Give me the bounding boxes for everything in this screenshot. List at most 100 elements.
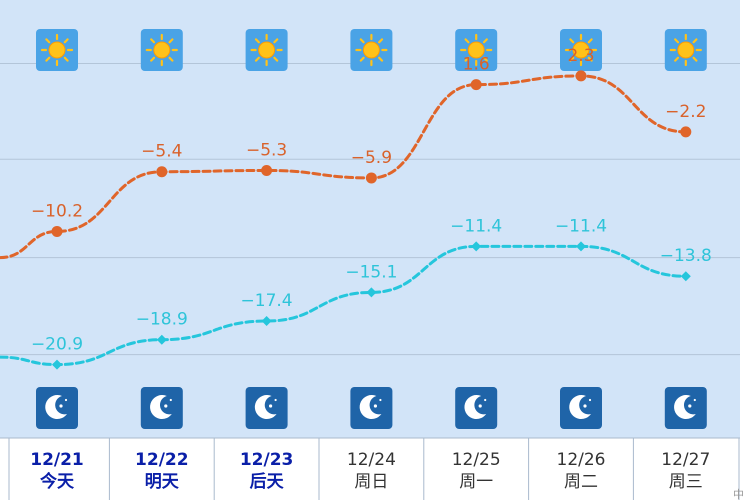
sun-ray [692,38,698,44]
moon-icon [455,387,498,429]
sun-ray [254,38,260,44]
sun-disc [467,41,485,59]
sun-ray [482,56,488,62]
star [64,398,68,402]
sun-ray [569,38,575,44]
sunny-icon [36,29,78,71]
date-label: 12/25 [452,450,501,470]
sunny-icon [140,29,183,71]
sun-ray [464,38,470,44]
low-data-label: −11.4 [450,216,502,236]
moon-icon [560,387,602,429]
star [588,398,592,402]
sun-ray [378,38,384,44]
star [484,398,487,402]
weekday-label: 周三 [669,472,703,492]
high-data-label: 1.6 [463,55,490,75]
crescent-moon [674,395,696,420]
sun-ray [464,56,470,62]
weekday-label: 明天 [145,472,180,492]
high-data-label: −2.2 [665,102,706,122]
sun-ray [482,38,488,44]
crescent-moon [254,395,277,420]
moon-icon-background [560,387,602,429]
sun-disc [153,41,171,59]
crescent-moon [569,395,591,420]
moon-icon-background [664,387,707,429]
high-point [51,225,63,237]
data-labels: −10.2 −5.4 −5.3 −5.9 1.6 2.3 −2.2 −20.9 −18.9 −17… [31,46,712,355]
star [274,398,277,402]
high-data-label: −5.9 [351,148,392,168]
low-point [52,359,62,370]
sun-ray [587,38,593,44]
moon-icon-background [350,387,393,429]
sun-ray [674,38,680,44]
high-data-label: −5.3 [246,140,287,160]
moon-icon [36,387,78,429]
moon-icon [350,387,393,429]
weekday-label: 今天 [40,471,75,492]
sunny-icon [560,29,602,71]
day-dividers [0,437,740,500]
sun-ray [63,56,69,62]
date-label: 12/24 [347,450,396,470]
date-label: 12/22 [135,450,189,470]
daytime-icons [36,29,707,71]
high-data-label: 2.3 [567,46,594,66]
sun-disc [677,41,695,59]
sun-ray [692,56,698,62]
high-point [365,172,377,184]
low-point [261,316,272,327]
moon-icon-background [36,387,78,429]
low-point [471,241,482,252]
low-data-label: −20.9 [31,335,83,355]
star [164,404,168,408]
high-data-label: −10.2 [31,201,83,221]
sun-disc [362,41,380,59]
star [373,404,377,408]
corner-text: 中 [733,488,744,500]
low-data-label: −15.1 [345,262,397,282]
low-point [576,241,586,252]
moon-icon-background [455,387,498,429]
low-temperature-line [0,244,688,367]
low-point [366,287,377,298]
crescent-moon [45,395,67,420]
nighttime-icons [36,387,707,429]
low-point [680,271,691,282]
moon-icon-background [140,387,183,429]
weekday-label: 周二 [564,472,598,492]
crescent-moon [359,395,382,420]
temperature-series [0,70,692,370]
star [379,398,382,402]
low-data-label: −13.8 [660,246,712,266]
low-point [156,334,167,345]
sun-ray [359,38,365,44]
sun-ray [150,56,156,62]
star [59,404,63,408]
date-label: 12/26 [557,450,606,470]
sun-ray [273,38,279,44]
sun-ray [359,56,365,62]
sunny-icon [350,29,393,71]
star [693,398,696,402]
sun-ray [378,56,384,62]
high-point [575,70,587,82]
star [688,404,692,408]
high-point [261,164,273,176]
sun-ray [150,38,156,44]
date-label: 12/27 [661,450,710,470]
sun-ray [45,56,51,62]
sun-ray [254,56,260,62]
low-data-label: −17.4 [241,291,293,311]
sun-ray [168,56,174,62]
sun-ray [587,56,593,62]
crescent-moon [150,395,172,420]
star [583,404,587,408]
weekday-label: 周日 [354,472,388,492]
star [169,398,172,402]
date-label: 12/21 [30,450,84,470]
